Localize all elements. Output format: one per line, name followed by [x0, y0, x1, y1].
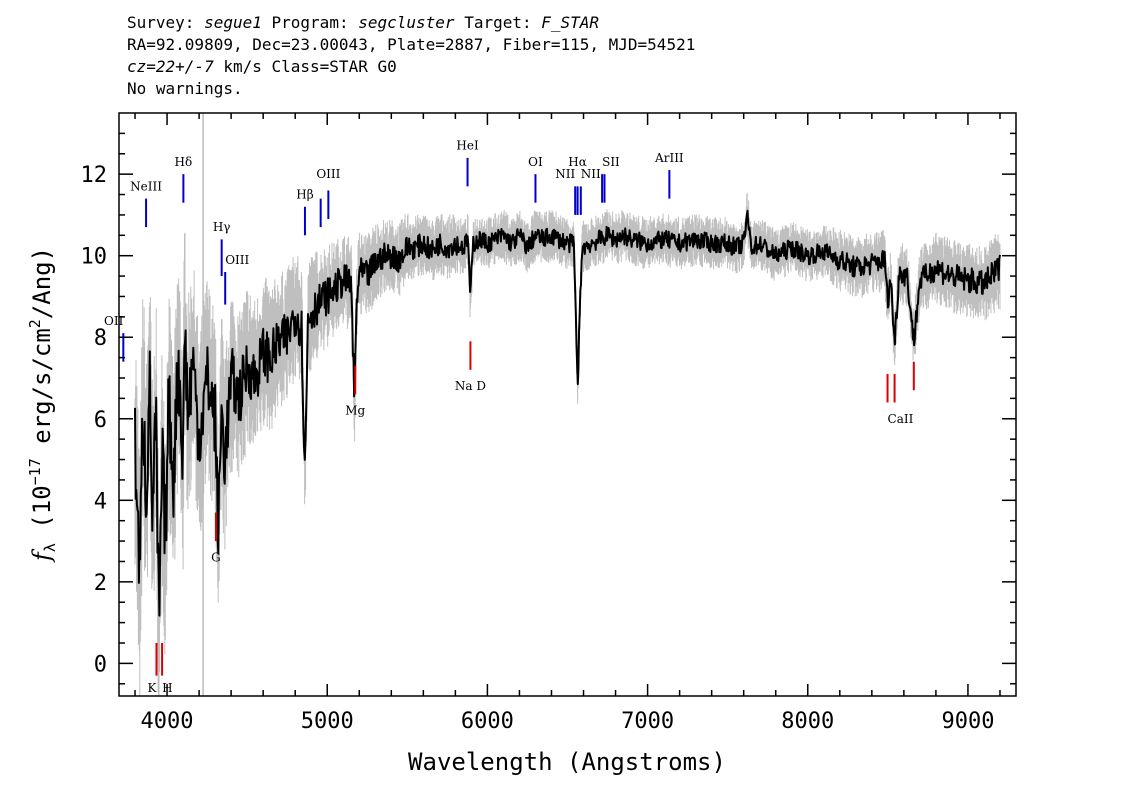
survey-value: segue1 [204, 13, 262, 32]
x-tick-label-6000: 6000 [461, 709, 514, 734]
x-tick-label-5000: 5000 [301, 709, 354, 734]
spectrum-header: Survey: segue1 Program: segcluster Targe… [127, 12, 695, 100]
emission-line-label-3: Hγ [213, 220, 231, 234]
y-axis-label-exp1: −17 [26, 458, 44, 485]
program-value: segcluster [358, 13, 455, 32]
absorption-line-label-2: G [211, 550, 221, 564]
absorption-line-label-3: Mg [345, 404, 365, 418]
emission-line-label-15: ArIII [654, 151, 684, 165]
target-value: F_STAR [541, 13, 600, 32]
program-label: Program: [271, 13, 349, 32]
target-label: Target: [464, 13, 532, 32]
header-line-2: RA=92.09809, Dec=23.00043, Plate=2887, F… [127, 35, 696, 54]
plot-frame [118, 112, 1017, 697]
header-line-3: cz=22+/-7 km/s Class=STAR G0 [127, 56, 695, 78]
emission-line-label-4: OIII [225, 253, 249, 267]
x-tick-label-7000: 7000 [621, 709, 674, 734]
plot-area [134, 113, 1001, 696]
y-tick-label-4: 4 [94, 489, 107, 514]
x-axis-label: Wavelength (Angstroms) [408, 748, 726, 776]
emission-line-label-1: NeIII [130, 179, 162, 193]
absorption-line-label-4: Na D [455, 379, 486, 393]
header-line-1: Survey: segue1 Program: segcluster Targe… [127, 12, 695, 34]
redshift-value: cz=22+/-7 [127, 57, 214, 76]
x-tick-label-4000: 4000 [141, 709, 194, 734]
x-axis: 4000 5000 6000 7000 8000 9000 [134, 113, 1001, 734]
y-axis-label-exp2: 2 [26, 319, 44, 328]
emission-line-label-10: NII [555, 167, 575, 181]
y-axis-label-sub: λ [41, 543, 59, 552]
y-axis-label-pre: (10 [28, 485, 56, 543]
emission-line-label-7: OIII [316, 167, 340, 181]
y-tick-label-2: 2 [94, 571, 107, 596]
absorption-line-label-5: CaII [888, 412, 914, 426]
y-tick-label-8: 8 [94, 326, 107, 351]
emission-line-label-13: SII [602, 155, 620, 169]
y-tick-label-0: 0 [94, 652, 107, 677]
survey-label: Survey: [127, 13, 195, 32]
x-tick-label-9000: 9000 [941, 709, 994, 734]
y-axis-label-post: /Ang) [28, 247, 56, 319]
y-axis: 0 2 4 6 8 10 12 [81, 132, 1016, 685]
absorption-line-label-0: K [148, 681, 158, 695]
y-tick-label-10: 10 [81, 245, 108, 270]
emission-line-label-5: Hβ [296, 188, 313, 202]
emission-line-label-8: HeI [456, 139, 479, 153]
flux-series-line [134, 209, 1001, 617]
class-value: km/s Class=STAR G0 [213, 57, 397, 76]
emission-line-label-11: Hα [568, 155, 587, 169]
emission-line-label-2: Hδ [175, 155, 193, 169]
y-tick-label-6: 6 [94, 408, 107, 433]
y-tick-label-12: 12 [81, 163, 108, 188]
emission-line-label-12: NII [581, 167, 601, 181]
emission-line-label-9: OI [528, 155, 543, 169]
header-line-4: No warnings. [127, 79, 243, 98]
x-tick-label-8000: 8000 [781, 709, 834, 734]
y-axis-label: fλ (10−17 erg/s/cm2/Ang) [26, 247, 59, 563]
y-axis-label-mid: erg/s/cm [28, 328, 56, 458]
